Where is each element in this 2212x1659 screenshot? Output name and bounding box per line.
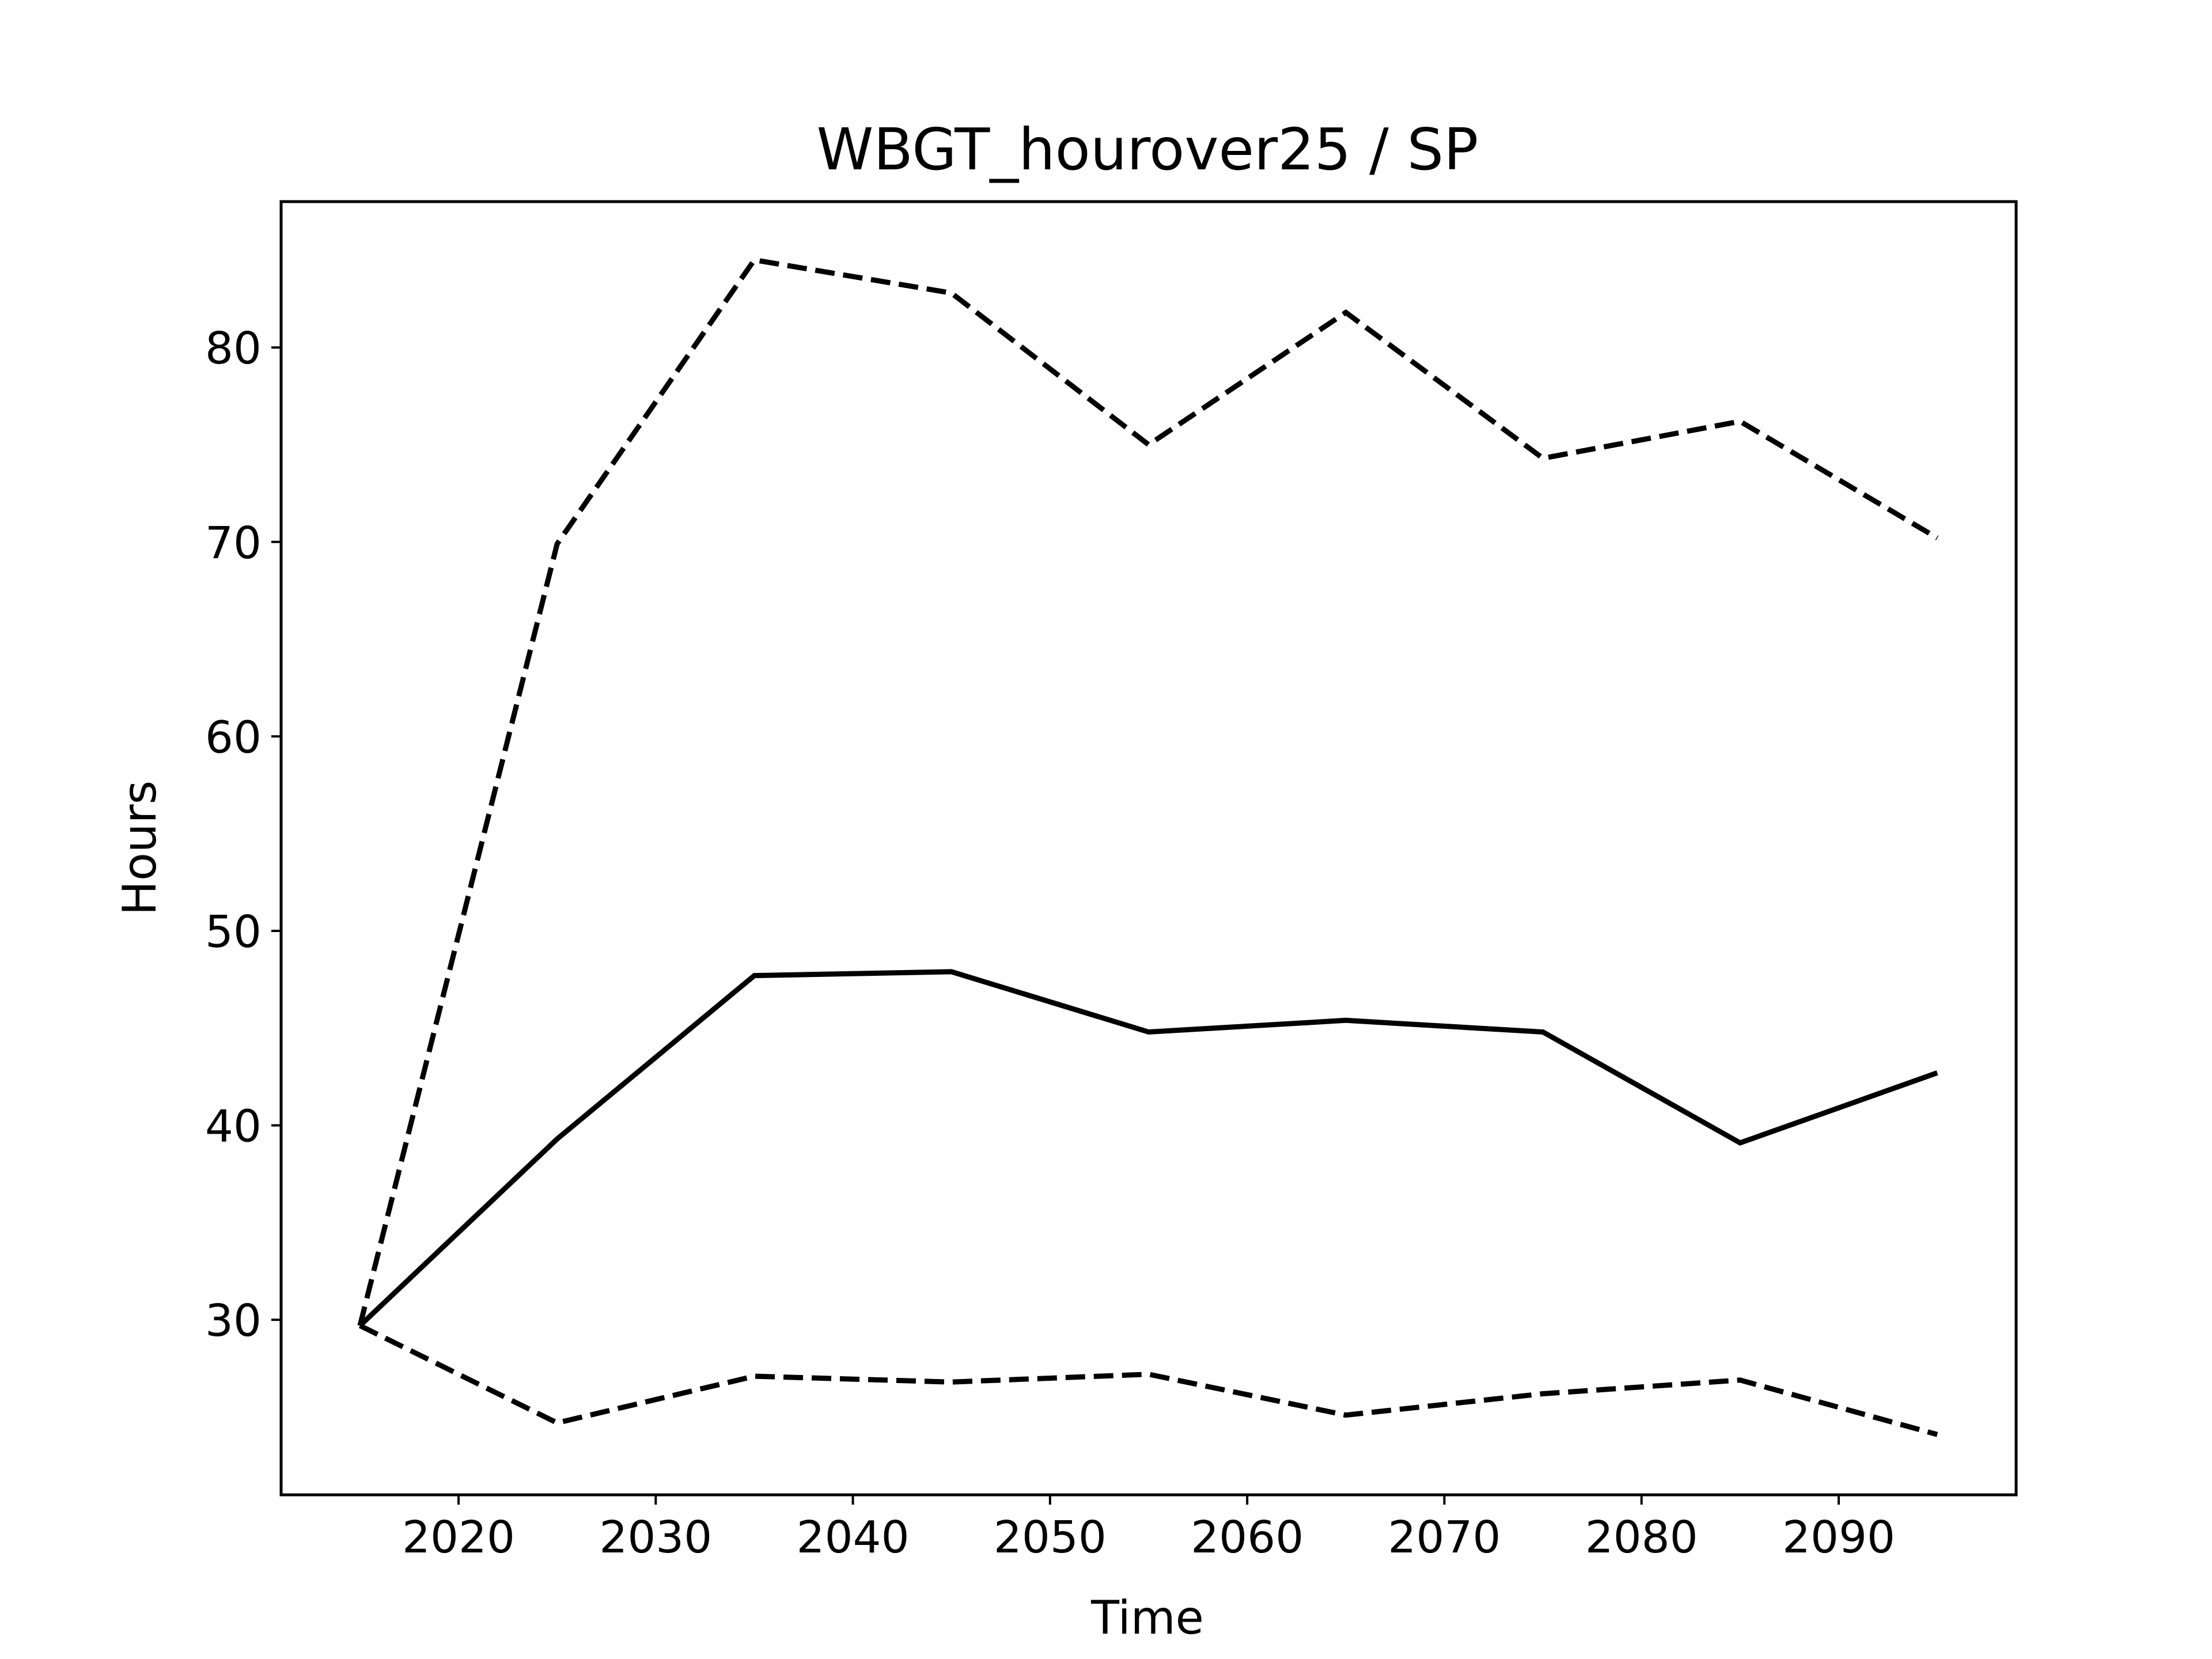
x-tick-label: 2030 [599,1512,712,1563]
series-line-0 [358,969,1938,1328]
y-tick-label: 60 [205,712,262,763]
y-tick-label: 70 [205,518,262,569]
y-axis-label: Hours [113,781,166,915]
x-tick-label: 2080 [1585,1512,1698,1563]
y-tick-label: 30 [205,1296,262,1347]
x-tick-label: 2070 [1388,1512,1501,1563]
plot-frame [279,200,2018,1497]
x-axis: 2020 2030 2040 2050 2060 2070 2080 2090 [402,1495,1895,1563]
x-tick-label: 2020 [402,1512,515,1563]
series-line-2 [358,1323,1938,1437]
y-tick-label: 50 [205,907,262,958]
y-axis: 30 40 50 60 70 80 [205,323,281,1347]
chart-title: WBGT_hourover25 / SP [817,116,1479,183]
series-layer [357,257,1939,1437]
series-line-1 [357,257,1939,1327]
y-tick-label: 80 [205,323,262,374]
y-tick-label: 40 [205,1101,262,1153]
x-tick-label: 2050 [994,1512,1107,1563]
x-tick-label: 2040 [797,1512,910,1563]
x-tick-label: 2090 [1782,1512,1895,1563]
x-tick-label: 2060 [1191,1512,1304,1563]
x-axis-label: Time [1090,1591,1204,1645]
